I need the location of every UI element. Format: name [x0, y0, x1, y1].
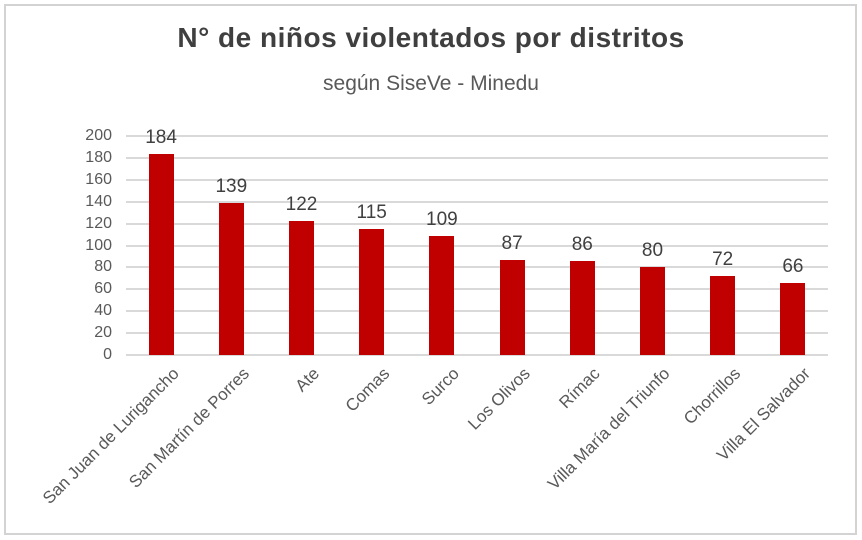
bar — [148, 153, 174, 355]
y-tick-label: 80 — [94, 258, 112, 276]
chart-subtitle: según SiseVe - Minedu — [323, 72, 539, 95]
bar — [780, 282, 806, 355]
x-category-label: Surco — [418, 364, 464, 409]
bar-value-label: 109 — [426, 208, 458, 230]
gridline — [126, 244, 828, 247]
gridline — [126, 288, 828, 291]
gridline — [126, 156, 828, 159]
bar — [218, 202, 244, 355]
bar — [499, 259, 525, 355]
bar — [710, 276, 736, 355]
x-category-label: Ate — [291, 364, 323, 396]
y-tick-label: 160 — [85, 170, 112, 188]
gridline — [126, 310, 828, 313]
bar — [569, 260, 595, 355]
gridline — [126, 135, 828, 137]
gridline — [126, 354, 828, 356]
x-category-label: Chorrillos — [679, 364, 745, 429]
x-category-label: Rímac — [555, 364, 604, 413]
y-tick-label: 100 — [85, 236, 112, 254]
gridline — [126, 332, 828, 335]
gridline — [126, 200, 828, 203]
bar-value-label: 86 — [571, 233, 593, 255]
bar-value-label: 184 — [145, 126, 177, 148]
y-tick-label: 40 — [94, 302, 112, 320]
gridline — [126, 266, 828, 269]
x-category-label: San Martín de Porres — [125, 364, 253, 492]
bar — [429, 235, 455, 355]
y-tick-label: 60 — [94, 280, 112, 298]
bar-value-label: 66 — [782, 255, 804, 277]
y-tick-label: 180 — [85, 148, 112, 166]
y-tick-label: 140 — [85, 192, 112, 210]
bar-value-label: 139 — [215, 175, 248, 197]
bar-value-label: 80 — [641, 240, 664, 262]
y-tick-label: 200 — [85, 127, 112, 144]
y-tick-label: 20 — [94, 324, 112, 342]
bar — [289, 221, 314, 355]
x-category-label: Comas — [341, 364, 394, 416]
bar-value-label: 72 — [712, 249, 734, 271]
y-tick-label: 0 — [103, 346, 112, 363]
gridline — [126, 178, 828, 181]
chart-title: N° de niños violentados por distritos — [177, 22, 685, 53]
x-category-label: Los Olivos — [463, 364, 534, 434]
gridline — [126, 222, 828, 225]
bar — [359, 229, 385, 355]
bar-value-label: 122 — [285, 194, 318, 216]
y-tick-label: 120 — [85, 214, 112, 232]
x-category-label: San Juan de Lurigancho — [38, 364, 183, 508]
bar-value-label: 115 — [356, 202, 387, 224]
x-category-label: Villa María del Triunfo — [544, 364, 674, 494]
bar — [640, 267, 665, 355]
bar-value-label: 87 — [501, 232, 523, 254]
